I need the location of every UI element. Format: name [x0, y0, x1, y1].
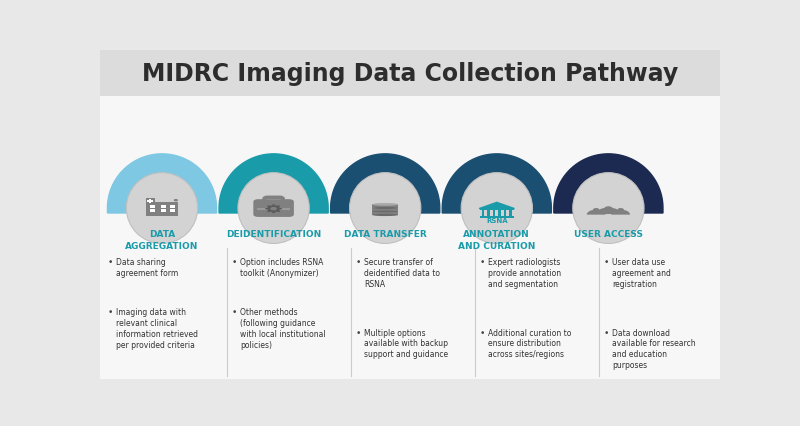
FancyBboxPatch shape: [150, 210, 155, 213]
FancyBboxPatch shape: [100, 51, 720, 97]
Ellipse shape: [265, 208, 268, 210]
Polygon shape: [107, 155, 217, 213]
Polygon shape: [479, 203, 514, 209]
Polygon shape: [442, 155, 551, 213]
Ellipse shape: [238, 173, 310, 244]
FancyBboxPatch shape: [254, 200, 294, 217]
Ellipse shape: [372, 211, 398, 213]
Text: ANNOTATION
AND CURATION: ANNOTATION AND CURATION: [458, 230, 535, 250]
Text: •: •: [604, 258, 610, 267]
Text: •: •: [480, 258, 486, 267]
Text: Secure transfer of
deidentified data to
RSNA: Secure transfer of deidentified data to …: [364, 258, 440, 288]
Ellipse shape: [174, 199, 178, 202]
FancyBboxPatch shape: [498, 210, 501, 217]
Ellipse shape: [267, 211, 270, 213]
Polygon shape: [219, 155, 328, 213]
Text: Option includes RSNA
toolkit (Anonymizer): Option includes RSNA toolkit (Anonymizer…: [240, 258, 323, 277]
Ellipse shape: [618, 208, 624, 212]
Wedge shape: [586, 210, 606, 215]
Ellipse shape: [126, 173, 198, 244]
Text: •: •: [232, 308, 238, 317]
Text: •: •: [108, 308, 114, 317]
Text: Data sharing
agreement form: Data sharing agreement form: [116, 258, 178, 277]
FancyBboxPatch shape: [510, 210, 512, 217]
Text: Data download
available for research
and education
purposes: Data download available for research and…: [612, 328, 696, 369]
Ellipse shape: [593, 208, 599, 212]
Ellipse shape: [573, 173, 644, 244]
FancyBboxPatch shape: [487, 210, 490, 217]
Text: User data use
agreement and
registration: User data use agreement and registration: [612, 258, 671, 288]
FancyBboxPatch shape: [372, 208, 398, 212]
Polygon shape: [554, 155, 663, 213]
Text: DATA TRANSFER: DATA TRANSFER: [344, 230, 426, 239]
Ellipse shape: [272, 212, 275, 214]
Text: •: •: [604, 328, 610, 337]
Text: Imaging data with
relevant clinical
information retrieved
per provided criteria: Imaging data with relevant clinical info…: [116, 308, 198, 349]
FancyBboxPatch shape: [170, 206, 175, 208]
Ellipse shape: [372, 204, 398, 206]
Ellipse shape: [372, 211, 398, 213]
Ellipse shape: [372, 214, 398, 216]
Ellipse shape: [272, 205, 275, 206]
Text: Expert radiologists
provide annotation
and segmentation: Expert radiologists provide annotation a…: [488, 258, 562, 288]
FancyBboxPatch shape: [146, 198, 154, 204]
Ellipse shape: [277, 206, 280, 207]
Text: •: •: [480, 328, 486, 337]
Ellipse shape: [372, 207, 398, 210]
FancyBboxPatch shape: [372, 205, 398, 208]
Text: Multiple options
available with backup
support and guidance: Multiple options available with backup s…: [364, 328, 448, 358]
Ellipse shape: [270, 207, 277, 211]
FancyBboxPatch shape: [100, 97, 720, 379]
FancyBboxPatch shape: [493, 210, 495, 217]
Ellipse shape: [461, 173, 533, 244]
Text: •: •: [108, 258, 114, 267]
FancyBboxPatch shape: [161, 210, 166, 213]
Text: MIDRC Imaging Data Collection Pathway: MIDRC Imaging Data Collection Pathway: [142, 62, 678, 86]
Ellipse shape: [267, 206, 270, 207]
Ellipse shape: [372, 207, 398, 210]
Text: RSNA: RSNA: [486, 218, 508, 224]
Wedge shape: [596, 208, 621, 215]
Text: Other methods
(following guidance
with local institutional
policies): Other methods (following guidance with l…: [240, 308, 326, 349]
Wedge shape: [611, 210, 630, 215]
FancyBboxPatch shape: [372, 212, 398, 216]
Polygon shape: [330, 155, 440, 213]
FancyBboxPatch shape: [170, 210, 175, 213]
Ellipse shape: [267, 206, 280, 213]
Text: •: •: [232, 258, 238, 267]
Text: Additional curation to
ensure distribution
across sites/regions: Additional curation to ensure distributi…: [488, 328, 571, 358]
FancyBboxPatch shape: [504, 210, 506, 217]
Text: •: •: [356, 328, 362, 337]
FancyBboxPatch shape: [161, 206, 166, 208]
FancyBboxPatch shape: [146, 203, 178, 217]
Text: •: •: [356, 258, 362, 267]
Ellipse shape: [279, 208, 282, 210]
Ellipse shape: [604, 207, 613, 212]
Text: DEIDENTIFICATION: DEIDENTIFICATION: [226, 230, 322, 239]
Text: USER ACCESS: USER ACCESS: [574, 230, 643, 239]
FancyBboxPatch shape: [149, 200, 151, 203]
Ellipse shape: [277, 211, 280, 213]
Ellipse shape: [372, 204, 398, 206]
Ellipse shape: [350, 173, 421, 244]
FancyBboxPatch shape: [147, 201, 154, 202]
FancyBboxPatch shape: [480, 217, 514, 219]
FancyBboxPatch shape: [482, 210, 484, 217]
Text: DATA
AGGREGATION: DATA AGGREGATION: [126, 230, 198, 250]
FancyBboxPatch shape: [480, 209, 514, 210]
FancyBboxPatch shape: [150, 206, 155, 208]
